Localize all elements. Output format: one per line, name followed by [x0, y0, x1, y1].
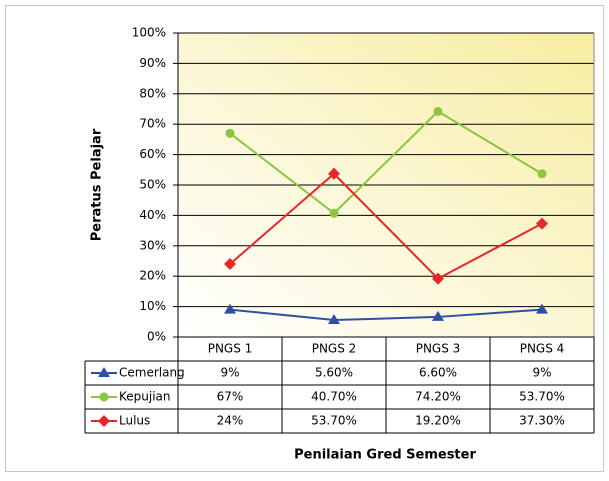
series-line: [229, 172, 543, 280]
table-value: 53.70%: [519, 390, 565, 404]
table-value: 9%: [532, 366, 551, 380]
x-tick-label: PNGS 2: [312, 342, 357, 356]
table-value: 40.70%: [311, 390, 357, 404]
table-value: 9%: [220, 366, 239, 380]
marker: [328, 167, 340, 180]
y-tick-label: 20%: [139, 269, 166, 283]
table-value: 53.70%: [311, 414, 357, 428]
legend-label: Lulus: [119, 414, 150, 428]
y-tick-label: 60%: [139, 147, 166, 161]
table-value: 5.60%: [315, 366, 353, 380]
table-value: 74.20%: [415, 390, 461, 404]
table-value: 37.30%: [519, 414, 565, 428]
x-tick-label: PNGS 1: [208, 342, 253, 356]
legend-label: Cemerlang: [119, 366, 185, 380]
y-tick-label: 70%: [139, 117, 166, 131]
legend-marker: [98, 367, 110, 377]
marker: [432, 272, 444, 285]
x-axis-title: Penilaian Gred Semester: [294, 448, 476, 463]
marker: [224, 303, 236, 314]
x-tick-label: PNGS 3: [416, 342, 461, 356]
series-line: [229, 308, 543, 321]
y-tick-label: 0%: [147, 330, 166, 344]
y-tick-label: 40%: [139, 208, 166, 222]
series-line: [229, 110, 543, 215]
y-tick-label: 90%: [139, 56, 166, 70]
marker: [536, 217, 548, 230]
table-value: 24%: [217, 414, 244, 428]
y-tick-label: 10%: [139, 299, 166, 313]
y-tick-label: 80%: [139, 86, 166, 100]
legend-marker: [98, 415, 110, 427]
table-value: 6.60%: [419, 366, 457, 380]
table-value: 67%: [217, 390, 244, 404]
y-tick-label: 50%: [139, 178, 166, 192]
marker: [432, 310, 444, 321]
y-tick-label: 100%: [132, 26, 166, 40]
y-tick-label: 30%: [139, 238, 166, 252]
table-value: 19.20%: [415, 414, 461, 428]
marker: [224, 258, 236, 271]
legend-label: Kepujian: [119, 390, 171, 404]
marker: [328, 313, 340, 324]
marker: [537, 169, 547, 179]
marker: [536, 303, 548, 314]
y-axis-title: Peratus Pelajar: [90, 128, 105, 241]
legend-marker: [99, 392, 109, 402]
marker: [329, 208, 339, 218]
marker: [433, 106, 443, 116]
marker: [225, 128, 235, 138]
x-tick-label: PNGS 4: [520, 342, 565, 356]
